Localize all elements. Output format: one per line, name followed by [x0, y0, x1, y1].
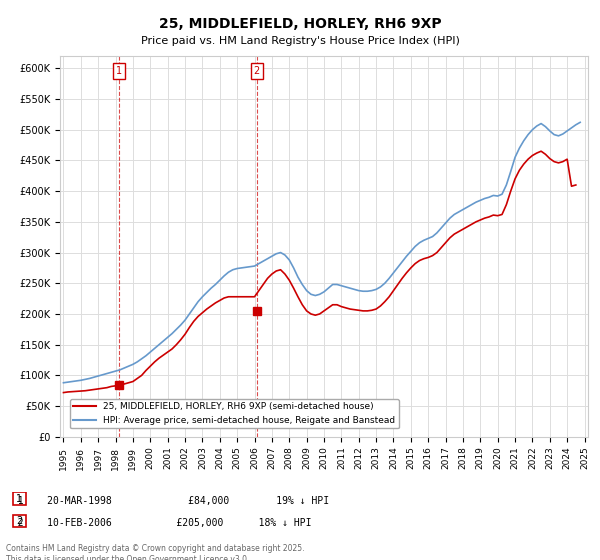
Text: 1: 1: [16, 494, 23, 503]
Text: Contains HM Land Registry data © Crown copyright and database right 2025.
This d: Contains HM Land Registry data © Crown c…: [6, 544, 305, 560]
Text: 2    10-FEB-2006           £205,000      18% ↓ HPI: 2 10-FEB-2006 £205,000 18% ↓ HPI: [6, 518, 311, 528]
Text: 1: 1: [116, 66, 122, 76]
FancyBboxPatch shape: [13, 515, 26, 528]
Text: Price paid vs. HM Land Registry's House Price Index (HPI): Price paid vs. HM Land Registry's House …: [140, 36, 460, 46]
Text: 2: 2: [253, 66, 260, 76]
Legend: 25, MIDDLEFIELD, HORLEY, RH6 9XP (semi-detached house), HPI: Average price, semi: 25, MIDDLEFIELD, HORLEY, RH6 9XP (semi-d…: [70, 399, 399, 428]
FancyBboxPatch shape: [13, 492, 26, 505]
Text: 25, MIDDLEFIELD, HORLEY, RH6 9XP: 25, MIDDLEFIELD, HORLEY, RH6 9XP: [158, 17, 442, 31]
Text: 1    20-MAR-1998             £84,000        19% ↓ HPI: 1 20-MAR-1998 £84,000 19% ↓ HPI: [6, 496, 329, 506]
Text: 2: 2: [16, 516, 23, 526]
